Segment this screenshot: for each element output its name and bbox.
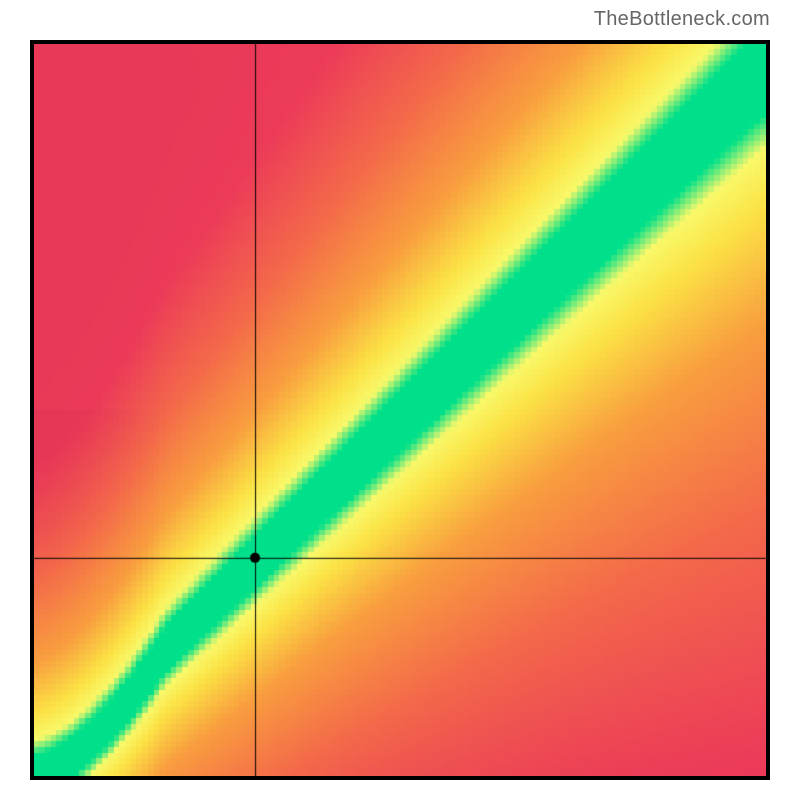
- heatmap-canvas: [34, 44, 766, 776]
- heatmap-plot: [30, 40, 770, 780]
- watermark-text: TheBottleneck.com: [594, 8, 770, 31]
